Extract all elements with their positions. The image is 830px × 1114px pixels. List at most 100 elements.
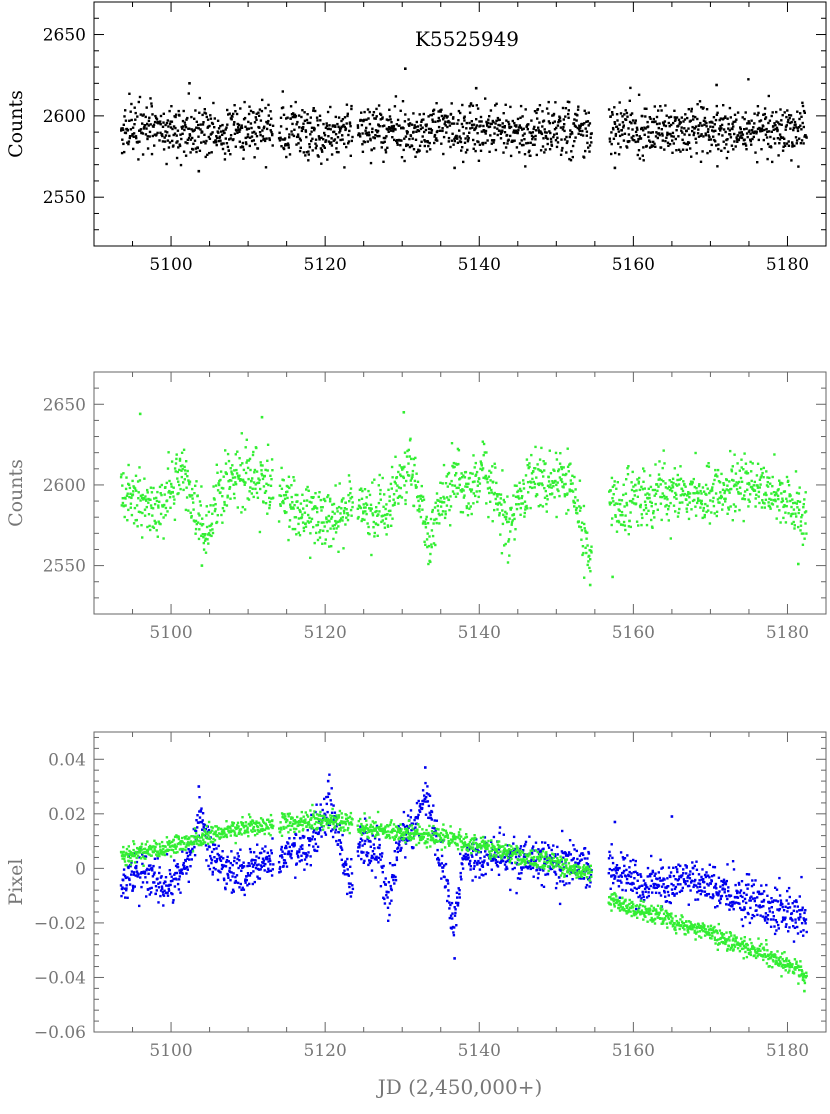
data-point <box>280 870 282 872</box>
data-point <box>325 518 327 520</box>
data-point <box>628 520 630 522</box>
data-point <box>358 844 360 846</box>
data-point <box>443 136 445 138</box>
data-point <box>313 107 315 109</box>
data-point <box>758 139 760 141</box>
data-point <box>675 498 677 500</box>
data-point <box>576 114 578 116</box>
data-point <box>338 506 340 508</box>
data-point <box>695 515 697 517</box>
data-point <box>749 133 751 135</box>
data-point <box>179 488 181 490</box>
data-point <box>298 848 300 850</box>
data-point <box>376 115 378 117</box>
data-point <box>223 132 225 134</box>
data-point <box>221 124 223 126</box>
data-point <box>709 499 711 501</box>
data-point <box>700 161 702 163</box>
data-point <box>209 114 211 116</box>
data-point <box>522 502 524 504</box>
data-point <box>490 489 492 491</box>
data-point <box>716 515 718 517</box>
data-point <box>342 547 344 549</box>
data-point <box>454 912 456 914</box>
data-point <box>711 489 713 491</box>
data-point <box>450 505 452 507</box>
data-point <box>756 114 758 116</box>
data-point <box>628 866 630 868</box>
data-point <box>562 107 564 109</box>
data-point <box>732 125 734 127</box>
data-point <box>445 482 447 484</box>
data-point <box>783 142 785 144</box>
data-point <box>294 528 296 530</box>
data-point <box>244 508 246 510</box>
data-point <box>391 487 393 489</box>
data-point <box>290 130 292 132</box>
data-point <box>371 508 373 510</box>
data-point <box>382 865 384 867</box>
data-point <box>698 124 700 126</box>
data-point <box>524 165 526 167</box>
data-point <box>550 472 552 474</box>
data-point <box>330 128 332 130</box>
data-point <box>800 128 802 130</box>
data-point <box>586 131 588 133</box>
data-point <box>759 486 761 488</box>
data-point <box>388 109 390 111</box>
data-point <box>517 877 519 879</box>
data-point <box>306 486 308 488</box>
data-point <box>555 484 557 486</box>
data-point <box>781 498 783 500</box>
data-point <box>364 488 366 490</box>
data-point <box>391 476 393 478</box>
data-point <box>438 117 440 119</box>
data-point <box>301 109 303 111</box>
data-point <box>386 513 388 515</box>
data-point <box>547 844 549 846</box>
data-point <box>738 481 740 483</box>
data-point <box>123 151 125 153</box>
data-point <box>705 484 707 486</box>
data-point <box>558 495 560 497</box>
data-point <box>178 878 180 880</box>
data-point <box>137 875 139 877</box>
data-point <box>803 503 805 505</box>
data-point <box>283 148 285 150</box>
data-point <box>142 132 144 134</box>
data-point <box>425 518 427 520</box>
data-point <box>640 897 642 899</box>
data-point <box>153 124 155 126</box>
data-point <box>148 513 150 515</box>
data-point <box>734 510 736 512</box>
data-point <box>134 487 136 489</box>
data-point <box>543 120 545 122</box>
data-point <box>182 481 184 483</box>
data-point <box>237 867 239 869</box>
data-point <box>133 522 135 524</box>
data-point <box>164 514 166 516</box>
data-point <box>327 111 329 113</box>
data-point <box>519 514 521 516</box>
data-point <box>309 122 311 124</box>
data-point <box>261 99 263 101</box>
data-point <box>149 97 151 99</box>
data-point <box>219 479 221 481</box>
data-point <box>255 119 257 121</box>
data-point <box>370 846 372 848</box>
data-point <box>373 147 375 149</box>
data-point <box>504 131 506 133</box>
data-point <box>264 863 266 865</box>
data-point <box>611 869 613 871</box>
data-point <box>720 117 722 119</box>
data-point <box>653 516 655 518</box>
data-point <box>623 521 625 523</box>
data-point <box>486 139 488 141</box>
data-point <box>318 491 320 493</box>
data-point <box>650 855 652 857</box>
data-point <box>284 498 286 500</box>
data-point <box>128 879 130 881</box>
data-point <box>268 858 270 860</box>
data-point <box>221 522 223 524</box>
data-point <box>304 512 306 514</box>
